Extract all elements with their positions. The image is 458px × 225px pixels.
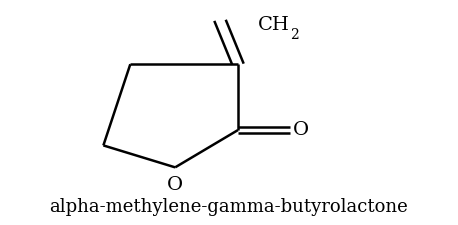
Text: alpha-methylene-gamma-butyrolactone: alpha-methylene-gamma-butyrolactone xyxy=(49,198,409,216)
Text: 2: 2 xyxy=(290,28,299,42)
Text: O: O xyxy=(167,176,183,194)
Text: CH: CH xyxy=(258,16,290,34)
Text: O: O xyxy=(293,121,309,139)
